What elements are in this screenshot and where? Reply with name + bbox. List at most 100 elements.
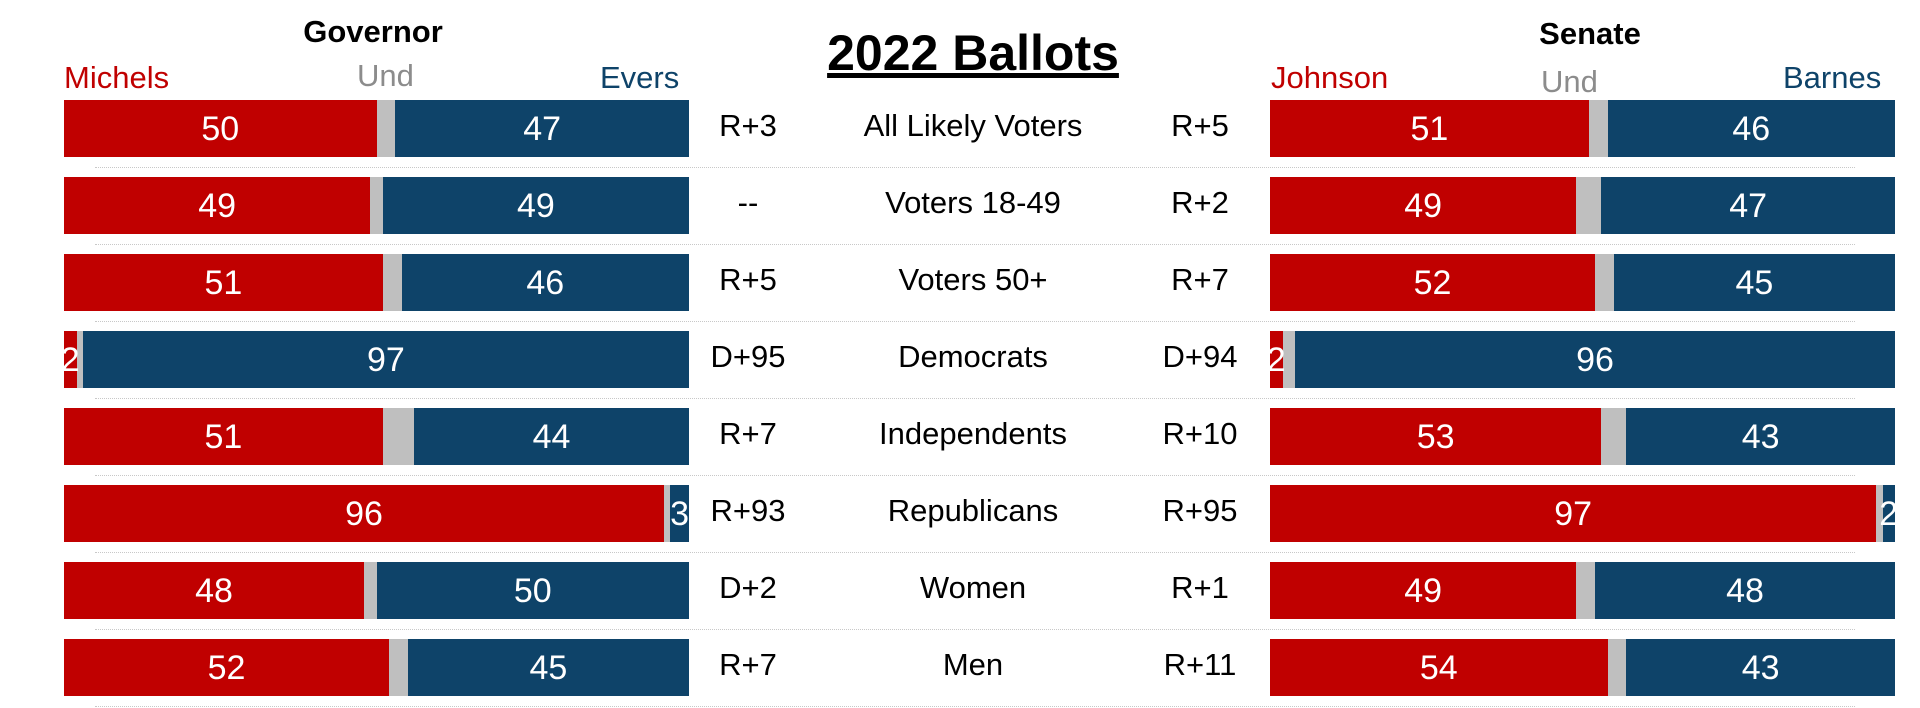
governor-bar: 50 47: [64, 100, 689, 157]
governor-margin: D+95: [710, 339, 786, 374]
row-separator: [95, 475, 1855, 476]
row-separator: [95, 552, 1855, 553]
governor-rep-value: 50: [201, 110, 240, 148]
row-label: Women: [919, 570, 1027, 605]
senate-dem-value: 43: [1741, 418, 1780, 456]
senate-bar: 97 2: [1270, 485, 1899, 542]
governor-dem-value: 45: [529, 649, 568, 687]
senate-und-segment: [1588, 100, 1608, 157]
governor-rep-name: Michels: [64, 60, 170, 95]
governor-dem-segment: [382, 177, 689, 234]
senate-rep-value: 2: [1266, 341, 1286, 379]
clipped-header-strip: [0, 0, 1920, 6]
governor-rep-segment: [64, 331, 77, 388]
senate-dem-name: Barnes: [1783, 60, 1882, 95]
senate-margin: R+11: [1163, 647, 1237, 682]
governor-dem-segment: [401, 254, 689, 311]
row-label: Voters 50+: [898, 262, 1048, 297]
senate-title: Senate: [1539, 16, 1641, 51]
governor-rep-segment: [64, 177, 371, 234]
governor-und-segment: [364, 562, 377, 619]
senate-rep-segment: [1270, 485, 1877, 542]
governor-bar: 2 97: [60, 331, 689, 388]
senate-rep-value: 49: [1404, 572, 1443, 610]
senate-bar: 2 96: [1266, 331, 1895, 388]
senate-rep-value: 52: [1413, 264, 1452, 302]
governor-rep-value: 51: [204, 418, 243, 456]
chart-title: 2022 Ballots: [827, 25, 1119, 81]
governor-dem-value: 47: [523, 110, 562, 148]
senate-rep-value: 49: [1404, 187, 1443, 225]
senate-dem-segment: [1601, 177, 1895, 234]
senate-dem-value: 2: [1879, 495, 1899, 533]
row-label: Republicans: [887, 493, 1059, 528]
senate-rep-segment: [1270, 100, 1589, 157]
governor-margin: --: [737, 185, 759, 220]
row-separator: [95, 706, 1855, 707]
governor-dem-value: 50: [513, 572, 552, 610]
governor-title: Governor: [303, 14, 443, 49]
governor-bar: 51 44: [64, 408, 689, 465]
governor-bar: 96 3: [64, 485, 689, 542]
senate-margin: R+2: [1171, 185, 1229, 220]
senate-dem-value: 46: [1732, 110, 1771, 148]
row-label: Independents: [879, 416, 1067, 451]
senate-dem-segment: [1626, 639, 1895, 696]
governor-und-segment: [382, 254, 402, 311]
governor-und-segment: [382, 408, 414, 465]
senate-rep-segment: [1270, 177, 1577, 234]
senate-dem-segment: [1607, 100, 1895, 157]
governor-bar: 49 49: [64, 177, 689, 234]
governor-dem-value: 97: [366, 341, 405, 379]
governor-rep-segment: [64, 485, 664, 542]
governor-und-segment: [376, 100, 396, 157]
senate-rep-value: 51: [1410, 110, 1449, 148]
governor-margin: R+7: [719, 647, 777, 682]
senate-rep-value: 54: [1419, 649, 1458, 687]
senate-rep-segment: [1270, 331, 1283, 388]
senate-dem-value: 43: [1741, 649, 1780, 687]
senate-rep-segment: [1270, 639, 1608, 696]
senate-rep-value: 97: [1554, 495, 1593, 533]
governor-dem-value: 46: [526, 264, 565, 302]
governor-dem-name: Evers: [600, 60, 680, 95]
senate-rep-value: 53: [1416, 418, 1455, 456]
senate-margin: R+95: [1162, 493, 1238, 528]
governor-rep-value: 52: [207, 649, 246, 687]
governor-rep-value: 49: [198, 187, 237, 225]
row-label: All Likely Voters: [863, 108, 1083, 143]
governor-dem-value: 44: [532, 418, 571, 456]
governor-margin: R+7: [719, 416, 777, 451]
senate-dem-segment: [1626, 408, 1895, 465]
governor-margin: D+2: [719, 570, 777, 605]
governor-dem-segment: [376, 562, 689, 619]
governor-rep-segment: [64, 562, 364, 619]
senate-und-segment: [1601, 408, 1627, 465]
governor-rep-segment: [64, 639, 389, 696]
senate-dem-segment: [1882, 485, 1895, 542]
governor-dem-segment: [407, 639, 689, 696]
governor-dem-segment: [670, 485, 689, 542]
senate-und-segment: [1282, 331, 1295, 388]
governor-und-name: Und: [357, 58, 414, 93]
senate-rep-segment: [1270, 562, 1577, 619]
governor-rep-value: 2: [60, 341, 80, 379]
governor-bar: 51 46: [64, 254, 689, 311]
senate-dem-value: 96: [1576, 341, 1614, 379]
senate-dem-value: 47: [1729, 187, 1768, 225]
governor-und-segment: [664, 485, 671, 542]
senate-dem-value: 48: [1726, 572, 1764, 610]
senate-bar: 53 43: [1270, 408, 1895, 465]
governor-rep-value: 51: [204, 264, 243, 302]
row-separator: [95, 167, 1855, 168]
row-label: Voters 18-49: [885, 185, 1061, 220]
senate-rep-segment: [1270, 254, 1595, 311]
row-label: Men: [942, 647, 1004, 682]
governor-dem-segment: [395, 100, 689, 157]
senate-und-name: Und: [1541, 64, 1598, 99]
senate-und-segment: [1576, 562, 1595, 619]
senate-und-segment: [1576, 177, 1602, 234]
senate-margin: R+1: [1171, 570, 1229, 605]
governor-dem-segment: [82, 331, 689, 388]
governor-rep-value: 96: [345, 495, 383, 533]
